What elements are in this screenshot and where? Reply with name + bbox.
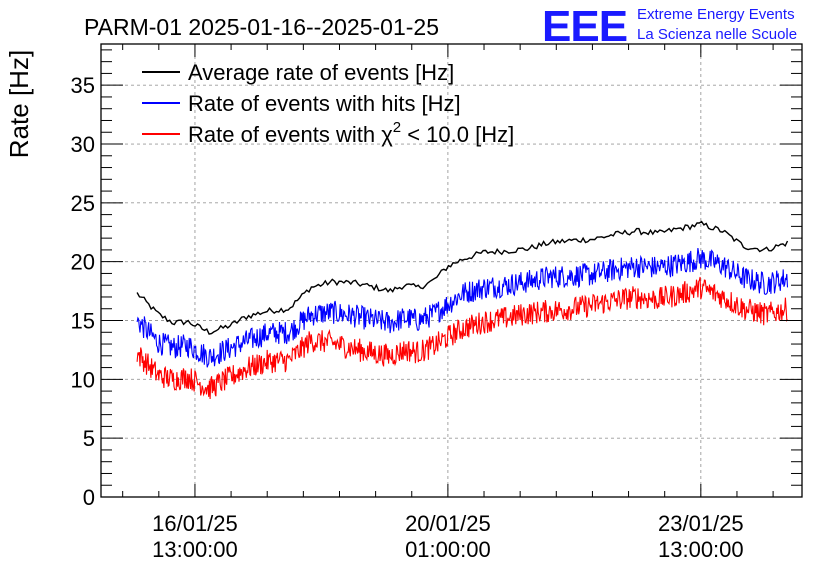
- axis-ticks: [101, 44, 802, 498]
- y-tick-label: 25: [71, 191, 95, 216]
- y-tick-label: 10: [71, 367, 95, 392]
- y-tick-label: 5: [83, 426, 95, 451]
- x-tick-date: 23/01/25: [658, 511, 744, 536]
- y-tick-label: 20: [71, 250, 95, 275]
- logo-line-1: Extreme Energy Events: [637, 6, 795, 23]
- legend-text-prefix: Rate of events with χ: [188, 122, 393, 147]
- legend-label-hits: Rate of events with hits [Hz]: [188, 91, 461, 116]
- x-tick-time: 13:00:00: [152, 537, 238, 562]
- x-tick-date: 16/01/25: [152, 511, 238, 536]
- eee-logo: EEE Extreme Energy Events La Scienza nel…: [542, 2, 797, 51]
- x-tick-time: 01:00:00: [405, 537, 491, 562]
- data-series: [136, 220, 789, 400]
- series-line-chi2: [136, 276, 788, 400]
- y-tick-labels: 0 5 10 15 20 25 30 35: [71, 73, 95, 510]
- grid-lines: [101, 44, 802, 497]
- y-tick-label: 15: [71, 309, 95, 334]
- legend-label-average: Average rate of events [Hz]: [188, 60, 454, 85]
- y-tick-label: 35: [71, 73, 95, 98]
- legend: Average rate of events [Hz] Rate of event…: [142, 60, 514, 147]
- y-tick-label: 0: [83, 485, 95, 510]
- legend-label-chi2: Rate of events with χ2 < 10.0 [Hz]: [188, 119, 514, 147]
- logo-line-2: La Scienza nelle Scuole: [637, 26, 797, 43]
- legend-text-superscript: 2: [393, 119, 401, 136]
- x-tick-time: 13:00:00: [658, 537, 744, 562]
- chart-title: PARM-01 2025-01-16--2025-01-25: [84, 14, 439, 40]
- plot-frame: [100, 43, 803, 498]
- y-axis-label: Rate [Hz]: [4, 50, 34, 158]
- x-tick-labels: 16/01/2513:00:0020/01/2501:00:0023/01/25…: [152, 511, 744, 562]
- eee-logo-text: EEE: [542, 2, 627, 51]
- x-tick-date: 20/01/25: [405, 511, 491, 536]
- y-tick-label: 30: [71, 132, 95, 157]
- series-line-hits: [136, 248, 789, 368]
- legend-text-suffix: < 10.0 [Hz]: [401, 122, 514, 147]
- series-line-average: [136, 220, 789, 335]
